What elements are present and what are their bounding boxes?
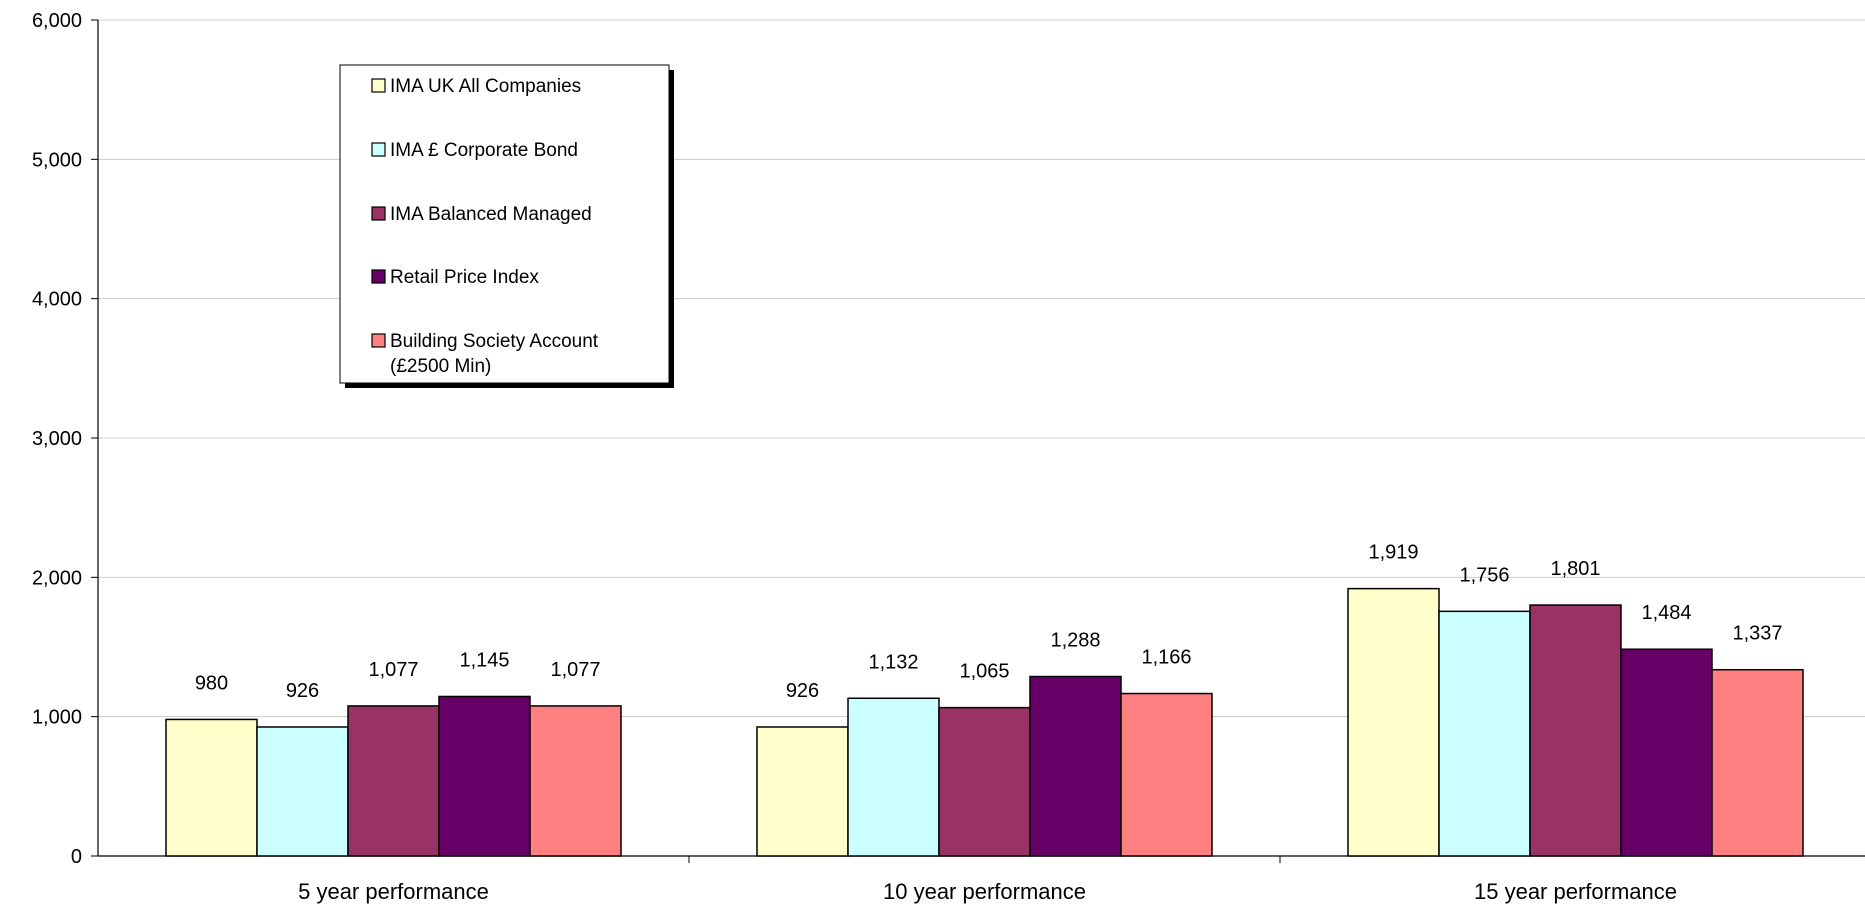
legend-swatch bbox=[371, 78, 386, 93]
legend: IMA UK All Companies IMA £ Corporate Bond… bbox=[339, 64, 674, 388]
legend-swatch bbox=[371, 269, 386, 284]
data-label: 1,484 bbox=[1641, 602, 1691, 624]
bar bbox=[1029, 675, 1122, 857]
data-label: 1,132 bbox=[868, 651, 918, 673]
data-label: 1,337 bbox=[1732, 623, 1782, 645]
bar bbox=[347, 705, 440, 857]
y-tick-label: 4,000 bbox=[32, 289, 82, 311]
bar bbox=[1620, 648, 1713, 857]
legend-label: IMA UK All Companies bbox=[390, 76, 581, 97]
data-label: 1,756 bbox=[1459, 564, 1509, 586]
bar bbox=[1347, 587, 1440, 857]
data-label: 1,919 bbox=[1368, 542, 1418, 564]
bar bbox=[938, 706, 1031, 857]
legend-swatch bbox=[371, 206, 386, 221]
y-tick-label: 3,000 bbox=[32, 428, 82, 450]
legend-label: (£2500 Min) bbox=[390, 356, 491, 377]
bar bbox=[256, 726, 349, 857]
bars bbox=[165, 587, 1804, 857]
data-label: 1,145 bbox=[459, 649, 509, 671]
bar bbox=[1529, 604, 1622, 857]
data-label: 1,077 bbox=[550, 659, 600, 681]
data-label: 926 bbox=[786, 680, 819, 702]
bar bbox=[165, 718, 258, 857]
x-category-label: 5 year performance bbox=[298, 879, 489, 904]
bar bbox=[1120, 692, 1213, 857]
legend-label: IMA £ Corporate Bond bbox=[390, 140, 578, 161]
bar bbox=[1438, 610, 1531, 857]
legend-swatch bbox=[371, 333, 386, 348]
data-label: 1,288 bbox=[1050, 630, 1100, 652]
y-tick-label: 0 bbox=[71, 846, 82, 868]
legend-swatch bbox=[371, 142, 386, 157]
legend-label: Retail Price Index bbox=[390, 267, 539, 288]
data-label: 1,801 bbox=[1550, 558, 1600, 580]
legend-box bbox=[339, 64, 670, 384]
x-category-label: 10 year performance bbox=[883, 879, 1086, 904]
x-category-label: 15 year performance bbox=[1474, 879, 1677, 904]
data-label: 980 bbox=[195, 672, 228, 694]
data-label: 1,065 bbox=[959, 661, 1009, 683]
bar bbox=[1711, 668, 1804, 857]
y-tick-label: 2,000 bbox=[32, 567, 82, 589]
y-tick-label: 6,000 bbox=[32, 10, 82, 32]
y-tick-label: 1,000 bbox=[32, 707, 82, 729]
data-label: 1,166 bbox=[1141, 647, 1191, 669]
data-label: 1,077 bbox=[368, 659, 418, 681]
data-label: 926 bbox=[286, 680, 319, 702]
bar bbox=[438, 695, 531, 857]
bar bbox=[529, 705, 622, 857]
bar bbox=[847, 697, 940, 857]
legend-label: Building Society Account bbox=[390, 331, 599, 352]
y-tick-label: 5,000 bbox=[32, 149, 82, 171]
data-labels: 980 926 1,077 1,145 1,077 926 1,132 1,065 1,288 1… bbox=[195, 542, 1783, 702]
legend-label: IMA Balanced Managed bbox=[390, 204, 592, 225]
bar bbox=[756, 726, 849, 857]
